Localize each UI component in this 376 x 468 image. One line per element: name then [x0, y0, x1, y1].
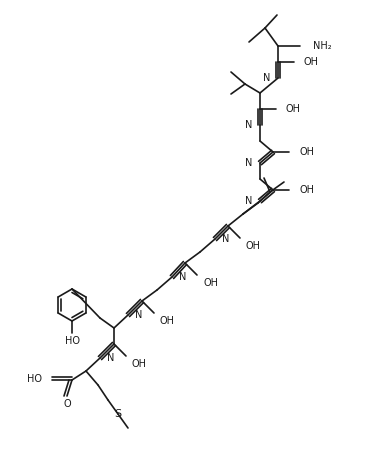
Text: HO: HO [27, 374, 42, 384]
Text: OH: OH [246, 241, 261, 251]
Text: N: N [262, 73, 270, 83]
Text: O: O [63, 399, 71, 409]
Text: OH: OH [203, 278, 218, 288]
Text: OH: OH [299, 185, 314, 195]
Text: N: N [245, 120, 252, 130]
Text: N: N [179, 272, 186, 282]
Text: OH: OH [299, 147, 314, 157]
Text: N: N [107, 353, 114, 363]
Text: N: N [222, 234, 229, 244]
Text: OH: OH [304, 57, 319, 67]
Text: S: S [114, 409, 121, 419]
Text: OH: OH [132, 359, 147, 369]
Text: N: N [135, 310, 143, 320]
Text: OH: OH [160, 316, 175, 326]
Text: NH₂: NH₂ [313, 41, 332, 51]
Text: HO: HO [65, 336, 79, 346]
Text: N: N [245, 158, 252, 168]
Text: OH: OH [286, 104, 301, 114]
Text: N: N [245, 196, 252, 206]
